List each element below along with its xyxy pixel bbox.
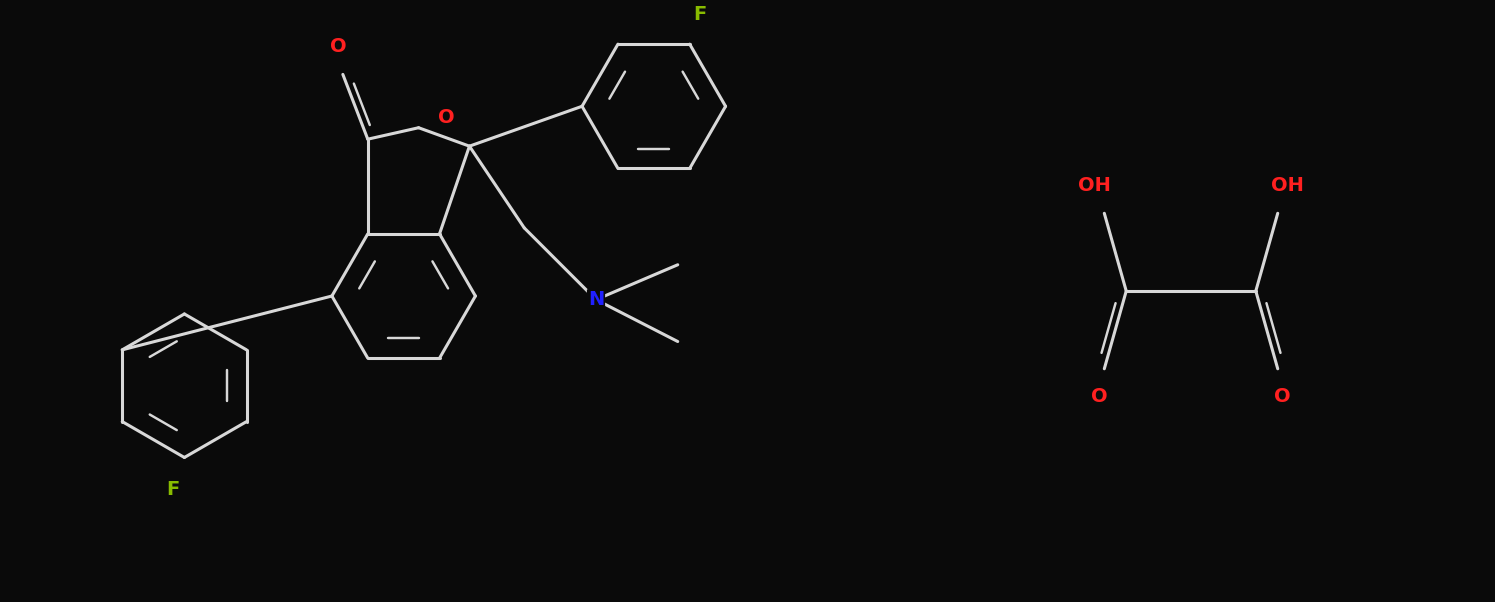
Text: F: F xyxy=(694,5,706,23)
Text: N: N xyxy=(588,290,604,309)
Text: OH: OH xyxy=(1078,176,1111,195)
Text: O: O xyxy=(1091,387,1108,406)
Text: O: O xyxy=(329,37,347,56)
Text: O: O xyxy=(1274,387,1292,406)
Text: F: F xyxy=(166,480,179,499)
Text: OH: OH xyxy=(1271,176,1304,195)
Text: O: O xyxy=(438,108,454,127)
